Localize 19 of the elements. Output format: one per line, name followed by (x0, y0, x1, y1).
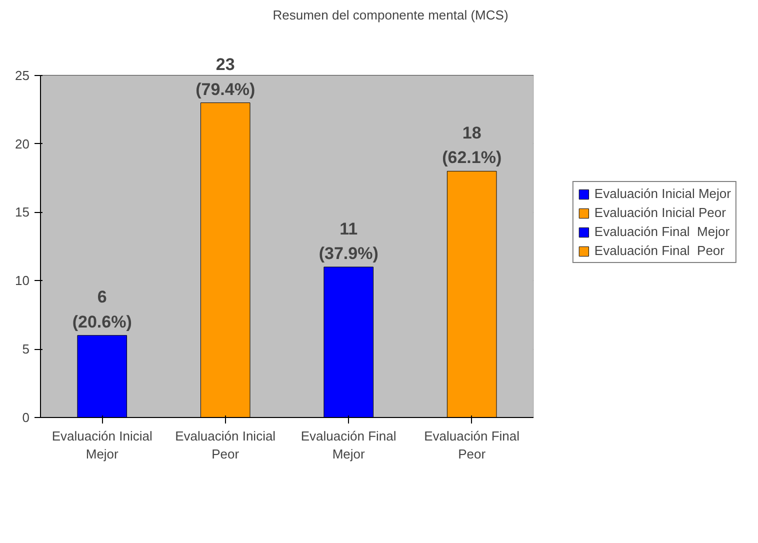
x-tick-label: Evaluación Inicial Peor (175, 428, 276, 462)
legend-label: Evaluación Final Mejor (594, 224, 730, 239)
data-label: 11 (37.9%) (318, 219, 378, 263)
x-tick-label: Evaluación Final Peor (424, 428, 520, 462)
chart-title: Resumen del componente mental (MCS) (272, 8, 508, 22)
x-tick-label: Evaluación Inicial Mejor (52, 428, 152, 462)
x-tick-label: Evaluación Final Mejor (300, 428, 396, 462)
legend-label: Evaluación Final Peor (594, 243, 724, 258)
legend-label: Evaluación Inicial Peor (594, 205, 726, 220)
y-tick-label: 10 (15, 273, 30, 288)
y-tick-label: 5 (22, 342, 30, 357)
y-tick-label: 0 (22, 410, 30, 425)
y-tick-label: 20 (15, 136, 30, 152)
data-label: 23 (79.4%) (196, 55, 256, 99)
y-tick-label: 15 (15, 204, 30, 220)
data-label: 6 (20.6%) (72, 288, 132, 332)
data-label: 18 (62.1%) (442, 123, 502, 168)
y-tick-label: 25 (15, 68, 30, 83)
legend-label: Evaluación Inicial Mejor (594, 186, 731, 201)
